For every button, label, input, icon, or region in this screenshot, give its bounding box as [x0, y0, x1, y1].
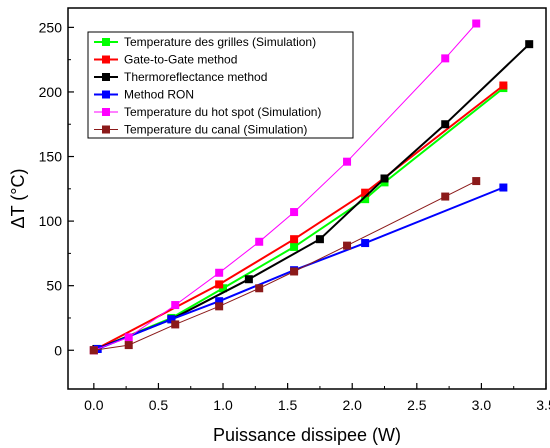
legend-label: Gate-to-Gate method — [124, 53, 237, 67]
legend-swatch-marker — [102, 73, 110, 81]
legend-item: Temperature des grilles (Simulation) — [94, 35, 316, 49]
plot-area — [67, 7, 547, 390]
series-layer — [89, 19, 534, 355]
data-point — [343, 157, 352, 166]
data-point — [124, 341, 133, 350]
data-point — [171, 320, 180, 329]
x-tick-label: 3.5 — [536, 397, 550, 413]
legend-item: Thermoreflectance method — [94, 70, 267, 84]
data-point — [343, 241, 352, 250]
legend-box — [87, 31, 354, 139]
data-point — [361, 195, 370, 204]
data-point — [499, 81, 508, 90]
series-6 — [89, 177, 481, 355]
y-tick-label: 0 — [54, 342, 62, 358]
data-point — [255, 284, 264, 293]
data-point — [124, 333, 133, 342]
legend-swatch-marker — [102, 108, 110, 116]
legend-swatch-marker — [102, 90, 110, 99]
y-tick-label: 100 — [39, 213, 63, 229]
data-point — [244, 275, 253, 284]
legend-swatch-marker — [102, 38, 110, 46]
data-point — [167, 315, 176, 324]
data-point — [215, 302, 224, 311]
data-point — [215, 268, 224, 277]
data-point — [290, 242, 299, 251]
data-point — [215, 280, 224, 289]
legend-item: Temperature du canal (Simulation) — [94, 123, 307, 137]
legend-label: Temperature du canal (Simulation) — [124, 123, 307, 137]
data-point — [499, 183, 508, 192]
data-point — [361, 239, 370, 248]
data-point — [441, 54, 450, 63]
data-point — [315, 235, 324, 244]
x-tick-label: 2.5 — [407, 397, 427, 413]
x-tick-label: 0.5 — [149, 397, 169, 413]
data-point — [441, 192, 450, 201]
legend-label: Temperature des grilles (Simulation) — [124, 35, 316, 49]
legend-label: Method RON — [124, 88, 194, 102]
legend-label: Temperature du hot spot (Simulation) — [124, 105, 321, 119]
legend-item: Temperature du hot spot (Simulation) — [94, 105, 321, 119]
y-tick-label: 200 — [39, 84, 63, 100]
x-tick-label: 3.0 — [472, 397, 492, 413]
legend-item: Method RON — [94, 88, 194, 102]
data-point — [89, 346, 98, 355]
legend: Temperature des grilles (Simulation) Gate… — [87, 31, 354, 139]
legend-swatch-marker — [102, 55, 110, 64]
data-point — [171, 301, 180, 310]
legend-item: Gate-to-Gate method — [94, 53, 237, 67]
y-tick-label: 150 — [39, 149, 63, 165]
data-point — [525, 40, 534, 49]
y-tick-label: 50 — [46, 278, 62, 294]
x-tick-label: 1.5 — [278, 397, 298, 413]
data-point — [290, 267, 299, 276]
data-point — [215, 297, 224, 306]
data-point — [472, 177, 481, 186]
x-tick-label: 2.0 — [342, 397, 362, 413]
y-axis-title: ΔT (°C) — [8, 169, 28, 229]
y-tick-label: 250 — [39, 19, 63, 35]
data-point — [472, 19, 481, 28]
data-point — [380, 174, 389, 183]
data-point — [361, 188, 370, 197]
legend-label: Thermoreflectance method — [124, 70, 267, 84]
y-axis: 0 50 100 150 200 250 — [39, 19, 74, 358]
data-point — [255, 237, 264, 246]
series-line — [93, 180, 477, 351]
x-axis: 0.0 0.5 1.0 1.5 2.0 2.5 3.0 3.5 — [84, 383, 550, 413]
x-tick-label: 1.0 — [213, 397, 233, 413]
x-axis-title: Puissance dissipee (W) — [213, 425, 401, 445]
data-point — [290, 208, 299, 217]
data-point — [441, 120, 450, 129]
x-tick-label: 0.0 — [84, 397, 104, 413]
data-point — [290, 235, 299, 244]
legend-swatch-marker — [102, 125, 110, 134]
